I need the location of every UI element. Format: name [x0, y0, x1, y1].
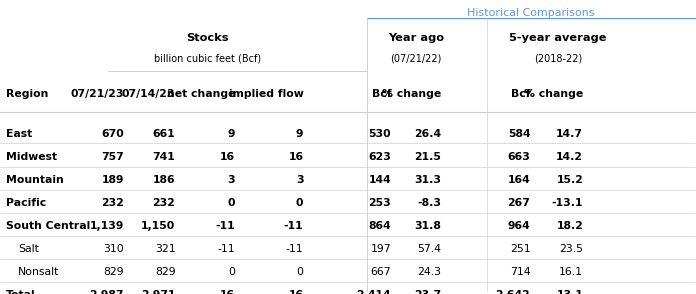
Text: net change: net change	[167, 89, 235, 99]
Text: Historical Comparisons: Historical Comparisons	[467, 8, 595, 18]
Text: 16: 16	[220, 290, 235, 294]
Text: 26.4: 26.4	[414, 129, 441, 139]
Text: (2018-22): (2018-22)	[534, 54, 583, 64]
Text: 661: 661	[152, 129, 175, 139]
Text: 144: 144	[368, 175, 391, 185]
Text: 310: 310	[103, 244, 124, 254]
Text: 31.3: 31.3	[414, 175, 441, 185]
Text: -11: -11	[286, 244, 303, 254]
Text: 741: 741	[152, 152, 175, 162]
Text: -8.3: -8.3	[418, 198, 441, 208]
Text: Salt: Salt	[18, 244, 39, 254]
Text: East: East	[6, 129, 32, 139]
Text: 16: 16	[288, 290, 303, 294]
Text: 3: 3	[228, 175, 235, 185]
Text: Region: Region	[6, 89, 48, 99]
Text: 0: 0	[228, 198, 235, 208]
Text: 16.1: 16.1	[560, 267, 583, 277]
Text: (07/21/22): (07/21/22)	[390, 54, 442, 64]
Text: 23.5: 23.5	[560, 244, 583, 254]
Text: 31.8: 31.8	[414, 221, 441, 231]
Text: Mountain: Mountain	[6, 175, 63, 185]
Text: 57.4: 57.4	[418, 244, 441, 254]
Text: Year ago: Year ago	[388, 33, 444, 43]
Text: 964: 964	[507, 221, 530, 231]
Text: 197: 197	[370, 244, 391, 254]
Text: 757: 757	[101, 152, 124, 162]
Text: 24.3: 24.3	[418, 267, 441, 277]
Text: Bcf: Bcf	[511, 89, 530, 99]
Text: 321: 321	[155, 244, 175, 254]
Text: 186: 186	[152, 175, 175, 185]
Text: Nonsalt: Nonsalt	[18, 267, 59, 277]
Text: 5-year average: 5-year average	[509, 33, 607, 43]
Text: 3: 3	[296, 175, 303, 185]
Text: 21.5: 21.5	[414, 152, 441, 162]
Text: 670: 670	[101, 129, 124, 139]
Text: 18.2: 18.2	[556, 221, 583, 231]
Text: -11: -11	[216, 221, 235, 231]
Text: 663: 663	[507, 152, 530, 162]
Text: % change: % change	[382, 89, 441, 99]
Text: 667: 667	[370, 267, 391, 277]
Text: Stocks: Stocks	[186, 33, 229, 43]
Text: 864: 864	[368, 221, 391, 231]
Text: -13.1: -13.1	[552, 198, 583, 208]
Text: 267: 267	[507, 198, 530, 208]
Text: billion cubic feet (Bcf): billion cubic feet (Bcf)	[154, 54, 261, 64]
Text: 829: 829	[103, 267, 124, 277]
Text: Midwest: Midwest	[6, 152, 56, 162]
Text: 16: 16	[220, 152, 235, 162]
Text: 16: 16	[288, 152, 303, 162]
Text: 1,139: 1,139	[90, 221, 124, 231]
Text: 253: 253	[368, 198, 391, 208]
Text: implied flow: implied flow	[229, 89, 303, 99]
Text: 23.7: 23.7	[414, 290, 441, 294]
Text: South Central: South Central	[6, 221, 90, 231]
Text: 829: 829	[155, 267, 175, 277]
Text: 2,971: 2,971	[141, 290, 175, 294]
Text: 232: 232	[101, 198, 124, 208]
Text: % change: % change	[524, 89, 583, 99]
Text: Bcf: Bcf	[372, 89, 391, 99]
Text: 14.2: 14.2	[556, 152, 583, 162]
Text: Pacific: Pacific	[6, 198, 46, 208]
Text: Total: Total	[6, 290, 35, 294]
Text: 0: 0	[228, 267, 235, 277]
Text: 530: 530	[368, 129, 391, 139]
Text: -11: -11	[284, 221, 303, 231]
Text: 9: 9	[296, 129, 303, 139]
Text: 584: 584	[507, 129, 530, 139]
Text: 2,414: 2,414	[356, 290, 391, 294]
Text: 0: 0	[296, 198, 303, 208]
Text: 189: 189	[102, 175, 124, 185]
Text: 15.2: 15.2	[556, 175, 583, 185]
Text: 2,987: 2,987	[89, 290, 124, 294]
Text: 623: 623	[368, 152, 391, 162]
Text: 0: 0	[296, 267, 303, 277]
Text: 232: 232	[152, 198, 175, 208]
Text: 251: 251	[509, 244, 530, 254]
Text: 07/21/23: 07/21/23	[70, 89, 124, 99]
Text: 14.7: 14.7	[556, 129, 583, 139]
Text: 13.1: 13.1	[556, 290, 583, 294]
Text: 164: 164	[507, 175, 530, 185]
Text: 2,642: 2,642	[496, 290, 530, 294]
Text: -11: -11	[218, 244, 235, 254]
Text: 1,150: 1,150	[141, 221, 175, 231]
Text: 714: 714	[509, 267, 530, 277]
Text: 9: 9	[228, 129, 235, 139]
Text: 07/14/23: 07/14/23	[122, 89, 175, 99]
